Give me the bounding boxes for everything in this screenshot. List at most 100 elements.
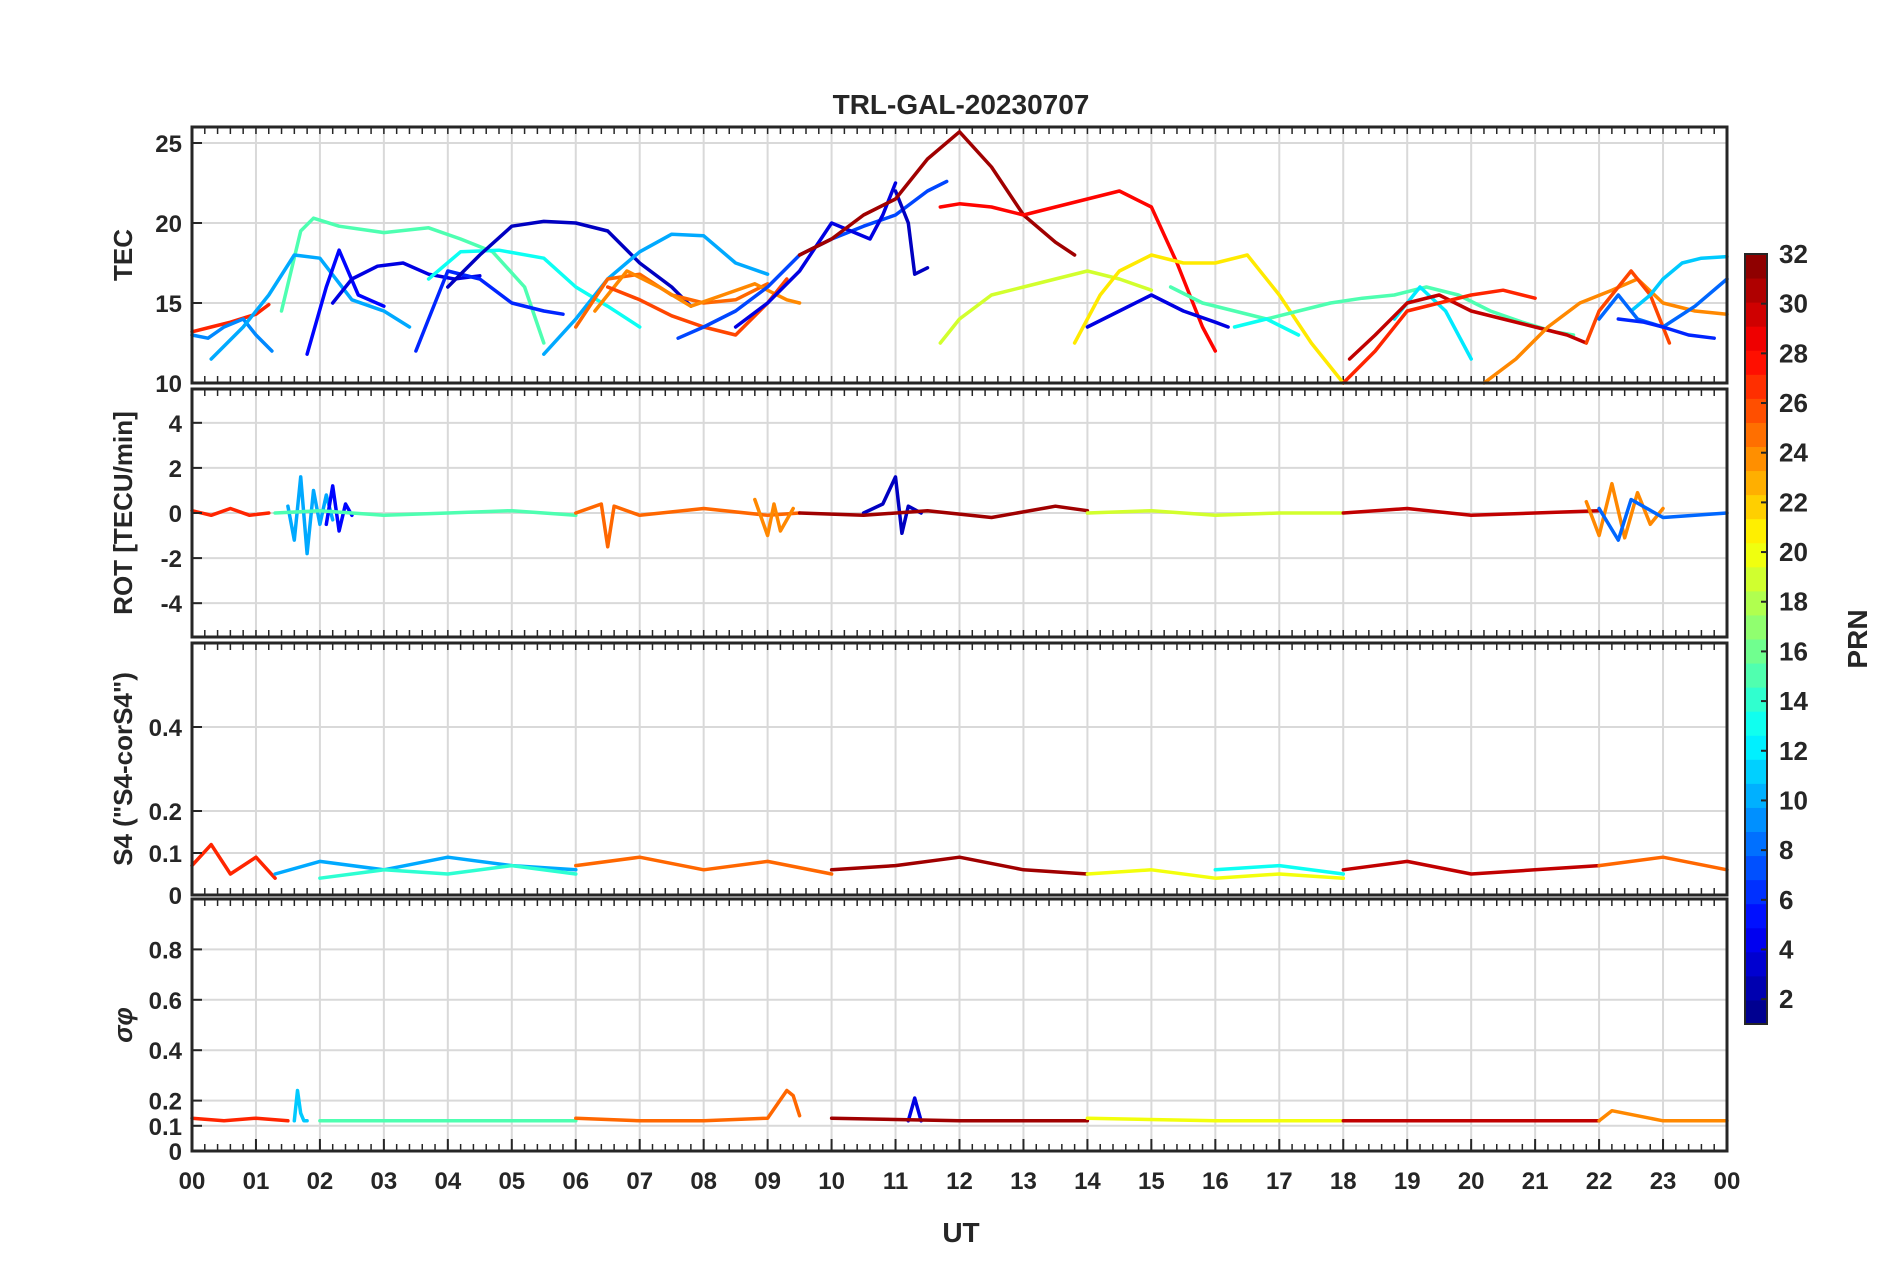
- colorbar-segment: [1745, 350, 1767, 375]
- y-tick-label-rot: 0: [169, 501, 182, 528]
- colorbar-segment: [1745, 518, 1767, 544]
- x-tick-label: 10: [818, 1168, 845, 1195]
- s4-series-prn-20: [1085, 868, 1346, 880]
- x-axis-label: UT: [942, 1217, 979, 1248]
- x-tick-label: 03: [371, 1168, 398, 1195]
- x-axis: 00 01 02 03 04 05 06 07 08 09 10 11 12 13 14 15 16 17 18 19…: [179, 1139, 1740, 1195]
- y-tick-label-s4: 0: [169, 883, 182, 910]
- x-tick-label: 06: [562, 1168, 589, 1195]
- rot-series-prn-15: [273, 508, 578, 518]
- tec-series-prn-10: [542, 232, 770, 356]
- colorbar-tick-label: 10: [1779, 785, 1808, 815]
- rot-series-prn-24: [1584, 481, 1665, 540]
- tec-series-prn-24: [1482, 277, 1729, 385]
- y-tick-label-sigma: 0.6: [149, 988, 182, 1015]
- rot-series-prn-30: [1341, 506, 1601, 518]
- y-axis-label-tec: TEC: [108, 229, 138, 281]
- colorbar-tick-label: 16: [1779, 636, 1808, 666]
- x-tick-label: 23: [1650, 1168, 1677, 1195]
- panel-s4: 0 0.1 0.2 0.4 S4 ("S4-corS4"): [108, 641, 1729, 910]
- y-tick-label-tec: 20: [155, 211, 182, 238]
- tec-series-prn-6: [1616, 317, 1716, 340]
- y-tick-label-rot: 4: [169, 411, 183, 438]
- sigma-series-prn-24: [1597, 1108, 1729, 1123]
- x-tick-label: 21: [1522, 1168, 1549, 1195]
- sigma-series-prn-11: [292, 1088, 309, 1123]
- y-axis-label-rot: ROT [TECU/min]: [108, 411, 138, 615]
- s4-series-prn-31: [829, 855, 1090, 876]
- y-tick-label-rot: 2: [169, 456, 182, 483]
- tec-series-prn-31: [797, 130, 1077, 257]
- s4-series-prn-25: [574, 855, 834, 876]
- x-tick-label: 00: [179, 1168, 206, 1195]
- colorbar-segment: [1745, 999, 1767, 1025]
- frame-tec: [190, 125, 1729, 385]
- colorbar-tick-label: 22: [1779, 487, 1808, 517]
- colorbar-segment: [1745, 566, 1767, 592]
- colorbar-segment: [1745, 807, 1767, 832]
- tec-series-prn-15: [1168, 285, 1576, 337]
- tec-series-prn-4: [733, 181, 898, 329]
- colorbar-segment: [1745, 975, 1767, 1001]
- tec-series-prn-15: [279, 216, 546, 345]
- y-tick-label-rot: -4: [161, 591, 183, 618]
- colorbar-tick-label: 30: [1779, 289, 1808, 319]
- panel-rot: -4 -2 0 2 4 ROT [TECU/min]: [108, 387, 1729, 639]
- x-tick-label: 09: [754, 1168, 781, 1195]
- tec-series-prn-3: [446, 219, 693, 308]
- colorbar-tick-label: 18: [1779, 587, 1808, 617]
- rot-series-prn-24: [753, 497, 795, 538]
- s4-series-prn-30: [1341, 859, 1601, 876]
- colorbar-segment: [1745, 903, 1767, 929]
- colorbar-segment: [1745, 302, 1767, 327]
- rot-series-prn-25: [574, 502, 802, 549]
- colorbar-segment: [1745, 711, 1767, 736]
- colorbar-segment: [1745, 398, 1767, 423]
- frame-rot: [190, 387, 1729, 639]
- x-tick-label: 01: [243, 1168, 270, 1195]
- tec-series-prn-24: [593, 269, 802, 313]
- x-tick-label: 14: [1074, 1168, 1101, 1195]
- tec-series-prn-9: [190, 317, 274, 353]
- colorbar-segment: [1745, 927, 1767, 953]
- tec-series-prn-13: [426, 248, 642, 329]
- y-tick-label-tec: 25: [155, 131, 182, 158]
- s4-series-prn-14: [318, 863, 578, 880]
- rot-series-prn-3: [861, 475, 923, 536]
- sigma-series-prn-4: [906, 1096, 923, 1123]
- x-tick-label: 19: [1394, 1168, 1421, 1195]
- x-tick-label: 22: [1586, 1168, 1613, 1195]
- x-tick-label: 17: [1266, 1168, 1293, 1195]
- colorbar-segment: [1745, 542, 1767, 568]
- chart-title: TRL-GAL-20230707: [833, 89, 1090, 120]
- x-tick-label: 16: [1202, 1168, 1229, 1195]
- colorbar-segment: [1745, 783, 1767, 808]
- tec-series-prn-27: [190, 302, 271, 334]
- rot-series-prn-31: [797, 504, 1090, 520]
- tec-series-prn-30: [1347, 293, 1589, 361]
- rot-series-prn-27: [190, 506, 271, 518]
- colorbar-segment: [1745, 374, 1767, 399]
- y-tick-label-sigma: 0.2: [149, 1089, 182, 1116]
- y-axis-label-s4: S4 ("S4-corS4"): [108, 672, 138, 866]
- colorbar-segment: [1745, 470, 1767, 496]
- tec-series-prn-10: [209, 253, 412, 361]
- colorbar-tick-label: 14: [1779, 686, 1808, 716]
- colorbar-segment: [1745, 687, 1767, 712]
- colorbar-segment: [1745, 278, 1767, 303]
- y-tick-label-tec: 15: [155, 291, 182, 318]
- colorbar-segment: [1745, 590, 1767, 616]
- colorbar-segment: [1745, 326, 1767, 351]
- sigma-series-prn-31: [829, 1116, 1090, 1123]
- x-tick-label: 11: [883, 1168, 908, 1195]
- colorbar-segment: [1745, 759, 1767, 784]
- y-tick-label-s4: 0.2: [149, 799, 182, 826]
- s4-series-prn-27: [190, 842, 277, 880]
- colorbar-frame: [1744, 253, 1768, 1025]
- frame-s4: [190, 641, 1729, 897]
- panel-sigma: 00.10.2 0.4 0.6 0.8 σφ: [108, 897, 1729, 1166]
- y-tick-label-sigma: 0.8: [149, 937, 182, 964]
- colorbar-tick-label: 2: [1779, 984, 1793, 1014]
- rot-series-prn-8: [1597, 497, 1729, 542]
